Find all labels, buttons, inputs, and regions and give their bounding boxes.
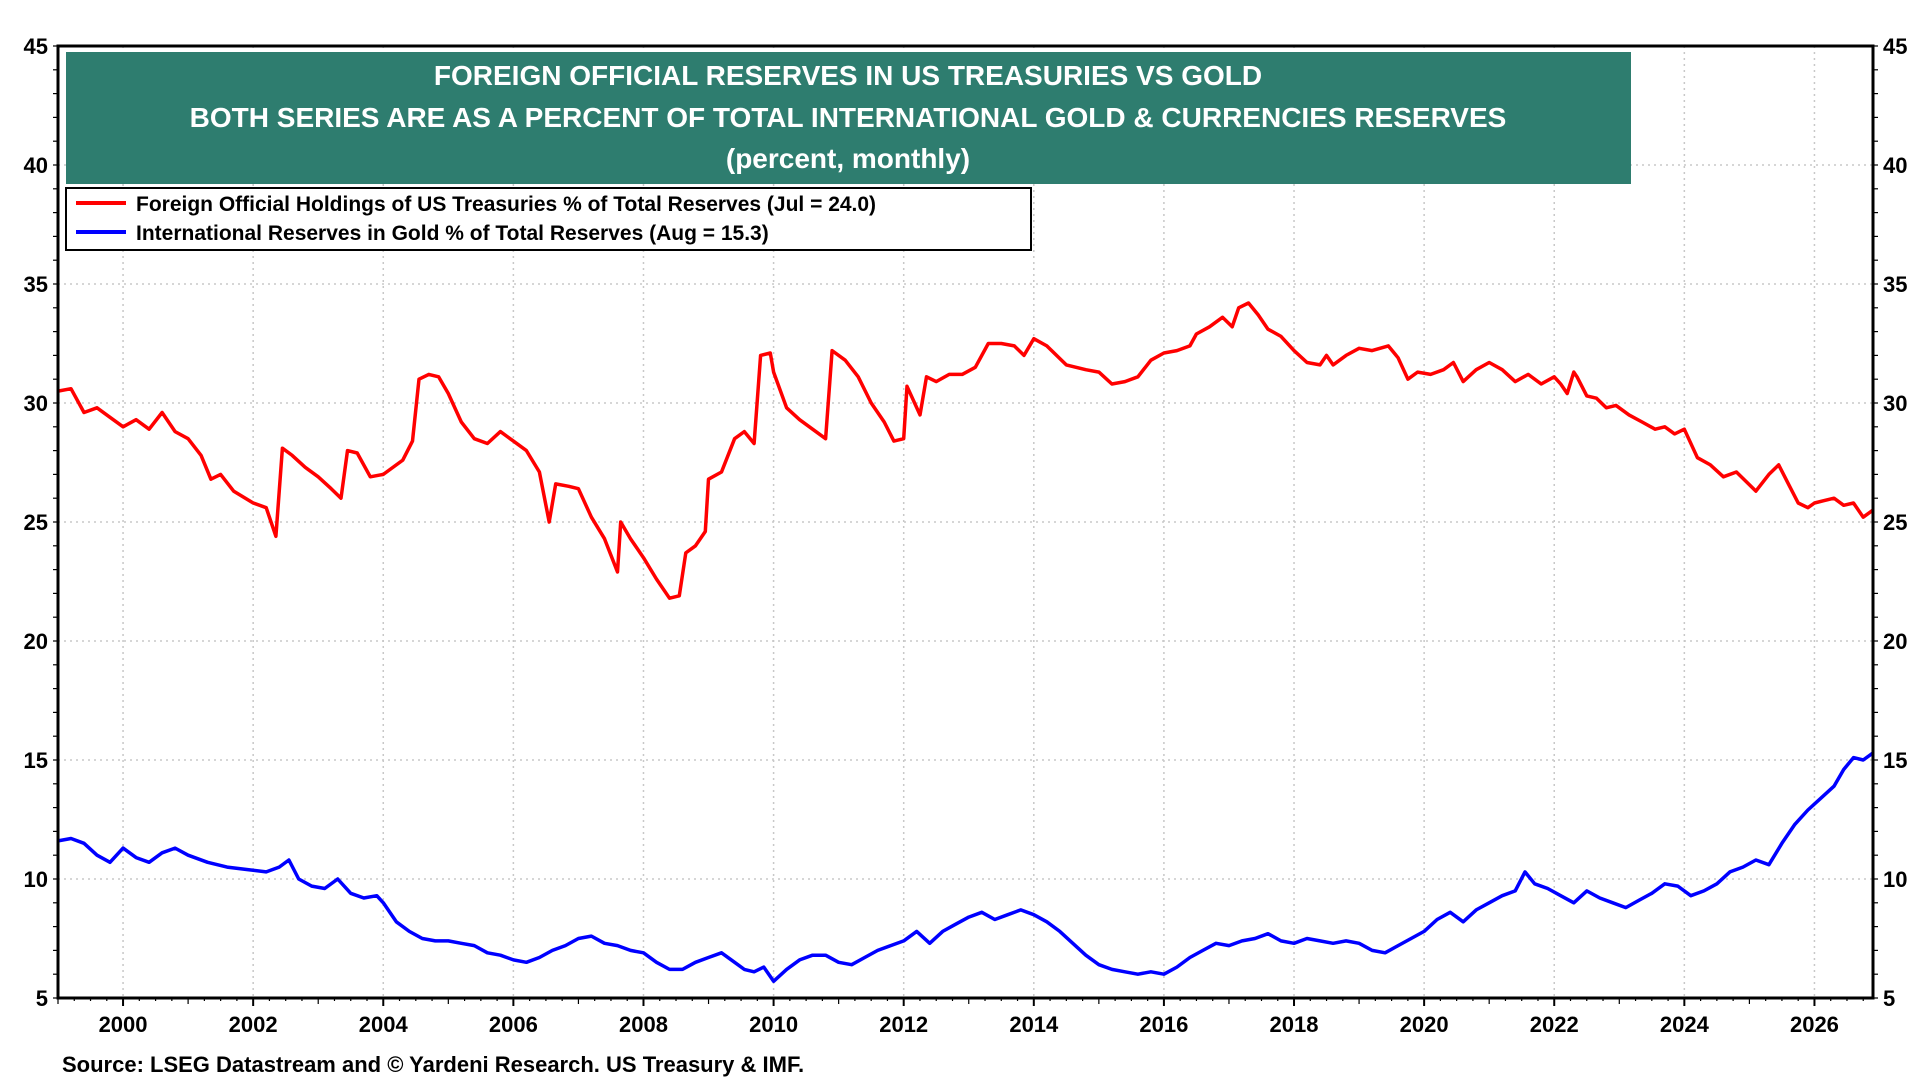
x-tick-label-2016: 2016 [1139, 1012, 1188, 1037]
y-tick-label-right-20: 20 [1883, 629, 1907, 654]
y-tick-label-right-45: 45 [1883, 34, 1907, 59]
series-line-treasuries [57, 301, 1875, 600]
x-tick-label-2014: 2014 [1009, 1012, 1059, 1037]
x-tick-label-2002: 2002 [229, 1012, 278, 1037]
y-tick-label-left-5: 5 [36, 986, 48, 1011]
legend-box [65, 187, 1032, 251]
title-background [66, 52, 1631, 184]
x-tick-label-2012: 2012 [879, 1012, 928, 1037]
y-tick-label-left-10: 10 [24, 867, 48, 892]
x-tick-label-2022: 2022 [1530, 1012, 1579, 1037]
source-note: Source: LSEG Datastream and © Yardeni Re… [62, 1052, 804, 1077]
x-tick-label-2010: 2010 [749, 1012, 798, 1037]
x-tick-label-2018: 2018 [1270, 1012, 1319, 1037]
legend-label-treasuries: Foreign Official Holdings of US Treasuri… [136, 193, 876, 216]
chart-title-line-1: FOREIGN OFFICIAL RESERVES IN US TREASURI… [434, 60, 1262, 91]
y-tick-label-right-30: 30 [1883, 391, 1907, 416]
axis-ticks: 2000 2002 2004 2006 2008 2010 2012 2014 2016 2018… [24, 34, 1908, 1037]
legend-label-gold: International Reserves in Gold % of Tota… [136, 222, 769, 245]
chart-title-box: FOREIGN OFFICIAL RESERVES IN US TREASURI… [66, 52, 1631, 184]
y-tick-label-left-20: 20 [24, 629, 48, 654]
series-line-gold [57, 751, 1875, 984]
chart-title-line-2: BOTH SERIES ARE AS A PERCENT OF TOTAL IN… [190, 102, 1507, 133]
y-tick-label-left-15: 15 [24, 748, 48, 773]
x-tick-label-2024: 2024 [1660, 1012, 1710, 1037]
y-tick-label-right-10: 10 [1883, 867, 1907, 892]
y-tick-label-right-35: 35 [1883, 272, 1907, 297]
y-tick-label-right-5: 5 [1883, 986, 1895, 1011]
series-lines [57, 301, 1875, 984]
y-tick-label-left-40: 40 [24, 153, 48, 178]
y-tick-label-right-40: 40 [1883, 153, 1907, 178]
y-tick-label-right-25: 25 [1883, 510, 1907, 535]
y-tick-label-left-25: 25 [24, 510, 48, 535]
y-tick-label-left-30: 30 [24, 391, 48, 416]
x-tick-label-2000: 2000 [99, 1012, 148, 1037]
y-tick-label-left-45: 45 [24, 34, 48, 59]
x-tick-label-2020: 2020 [1400, 1012, 1449, 1037]
y-tick-label-right-15: 15 [1883, 748, 1907, 773]
plot-frame [56, 44, 1875, 1000]
x-tick-label-2008: 2008 [619, 1012, 668, 1037]
x-tick-label-2004: 2004 [359, 1012, 409, 1037]
y-tick-label-left-35: 35 [24, 272, 48, 297]
chart-title-line-3: (percent, monthly) [726, 143, 970, 174]
x-tick-label-2026: 2026 [1790, 1012, 1839, 1037]
legend: Foreign Official Holdings of US Treasuri… [65, 187, 1032, 251]
x-tick-label-2006: 2006 [489, 1012, 538, 1037]
